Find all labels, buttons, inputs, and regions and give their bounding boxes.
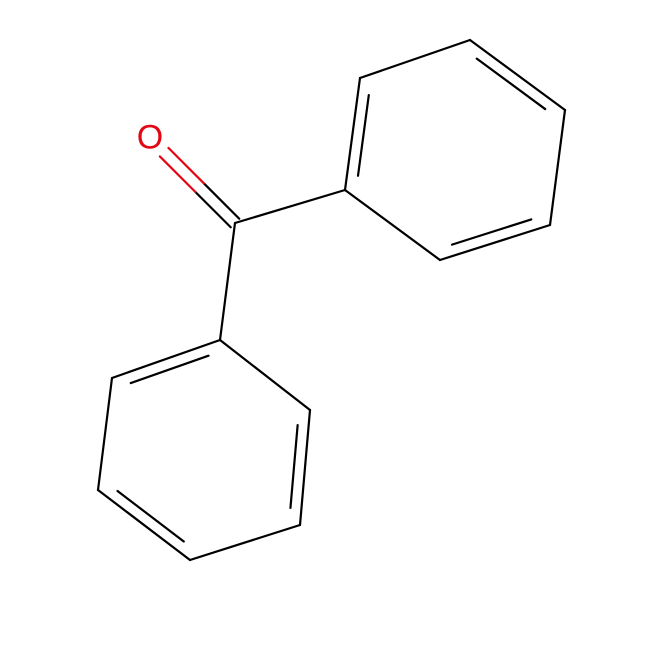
molecule-svg [0, 0, 650, 650]
atom-label-o: O [137, 119, 163, 158]
molecule-canvas: O [0, 0, 650, 650]
